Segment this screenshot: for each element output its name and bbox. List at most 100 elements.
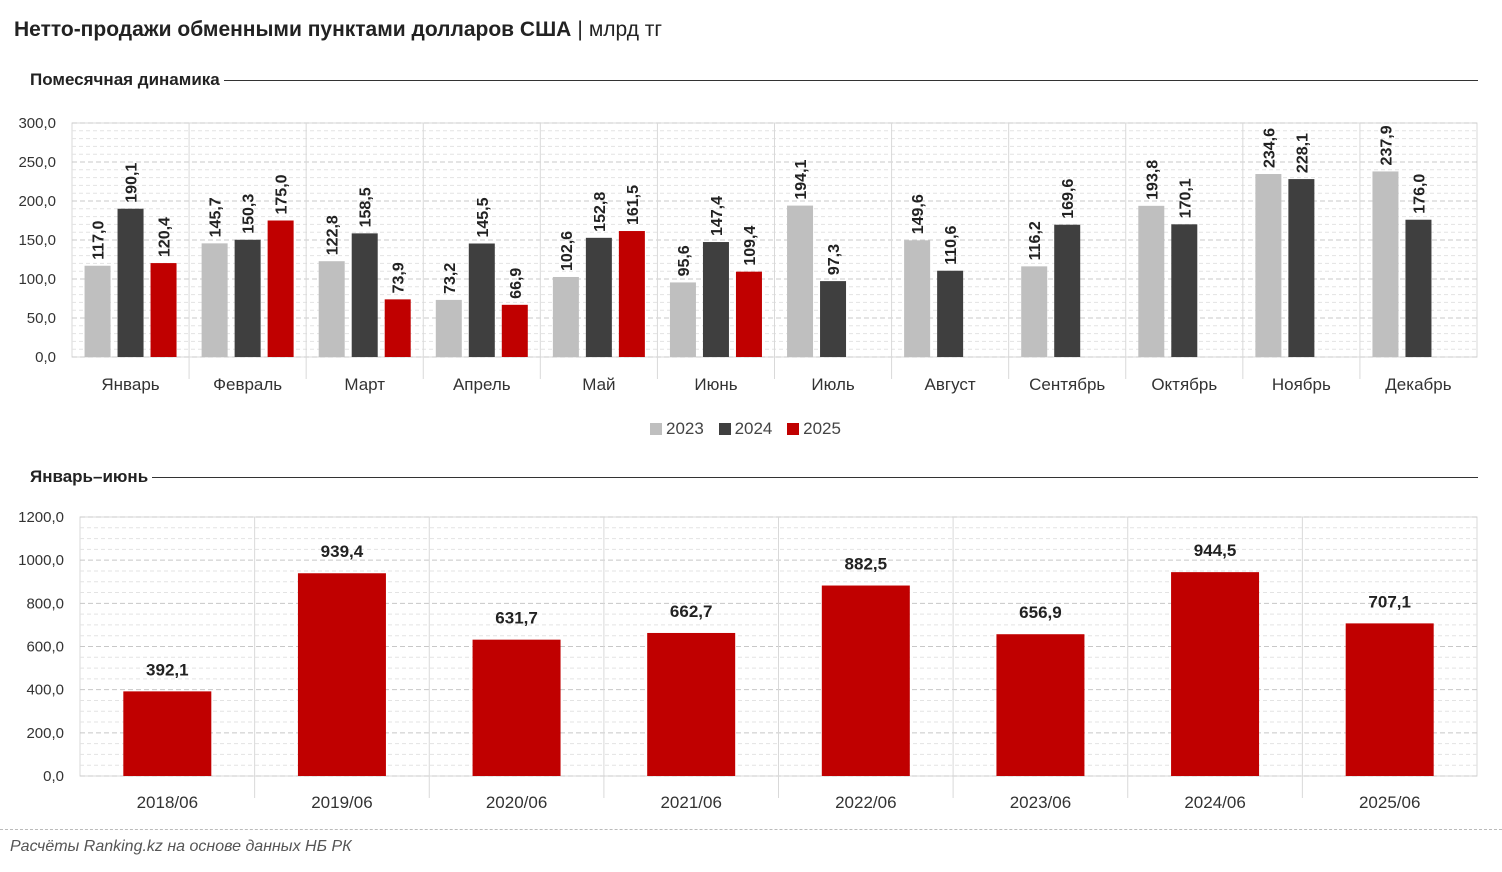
monthly-data-label-2023: 234,6 [1261,128,1278,168]
source-divider [0,829,1502,830]
monthly-bar-2023 [904,240,931,357]
monthly-y-tick-label: 300,0 [18,115,56,132]
monthly-data-label-2025: 109,4 [742,226,759,266]
halfyear-x-tick-label: 2022/06 [835,793,896,812]
halfyear-bar [472,639,561,776]
legend-item-2025: 2025 [787,419,841,439]
monthly-data-label-2025: 73,9 [391,262,408,293]
monthly-bar-2024 [702,242,729,357]
halfyear-y-tick-label: 600,0 [26,639,64,656]
monthly-data-label-2023: 117,0 [91,220,108,259]
monthly-bar-2023 [201,243,228,357]
monthly-bar-2023 [1138,205,1165,357]
monthly-x-tick-label: Октябрь [1151,375,1217,394]
halfyear-bar [821,585,910,776]
monthly-data-label-2023: 102,6 [559,231,576,271]
monthly-data-label-2025: 120,4 [157,217,174,257]
monthly-x-tick-label: Июнь [694,375,737,394]
monthly-data-label-2023: 95,6 [676,245,693,276]
monthly-bar-2025 [501,304,528,357]
legend-label-2024: 2024 [734,419,773,438]
monthly-y-tick-label: 200,0 [18,193,56,210]
halfyear-data-label: 656,9 [1019,603,1062,622]
monthly-bar-2024 [117,208,144,357]
legend-swatch-2024 [718,423,731,435]
monthly-data-label-2023: 145,7 [208,197,225,237]
monthly-data-label-2025: 161,5 [625,185,642,225]
halfyear-data-label: 882,5 [845,555,888,574]
monthly-x-tick-label: Сентябрь [1029,375,1105,394]
halfyear-y-tick-label: 0,0 [43,768,64,785]
monthly-data-label-2024: 228,1 [1294,133,1311,173]
halfyear-section-rule [30,477,1478,478]
monthly-bar-2024 [1405,219,1432,357]
monthly-data-label-2024: 110,6 [943,225,960,264]
legend-item-2024: 2024 [718,419,773,439]
monthly-bar-2023 [787,205,814,357]
monthly-bar-2023 [84,265,111,357]
monthly-y-tick-label: 250,0 [18,154,56,171]
monthly-data-label-2024: 152,8 [592,192,609,232]
monthly-x-tick-label: Февраль [213,375,282,394]
monthly-data-label-2025: 175,0 [274,174,291,214]
monthly-bar-2024 [585,237,612,357]
monthly-data-label-2023: 73,2 [442,263,459,294]
monthly-section-title: Помесячная динамика [30,70,224,90]
monthly-x-tick-label: Июль [811,375,855,394]
monthly-data-label-2024: 176,0 [1411,174,1428,214]
monthly-bar-2024 [351,233,378,357]
halfyear-bar [1171,572,1260,776]
halfyear-y-tick-label: 400,0 [26,682,64,699]
chart-title: Нетто-продажи обменными пунктами долларо… [14,18,662,42]
monthly-bar-2024 [937,270,964,357]
halfyear-y-tick-label: 1200,0 [18,509,64,526]
halfyear-section-title: Январь–июнь [30,467,153,487]
monthly-x-tick-label: Ноябрь [1272,375,1331,394]
monthly-x-tick-label: Август [925,375,976,394]
monthly-bar-2024 [1054,224,1081,357]
halfyear-y-tick-label: 200,0 [26,725,64,742]
halfyear-data-label: 662,7 [670,602,713,621]
monthly-bar-2025 [618,231,645,357]
monthly-data-label-2023: 193,8 [1144,160,1161,200]
monthly-data-label-2023: 194,1 [793,159,810,199]
title-unit: млрд тг [588,18,663,41]
monthly-bar-2024 [820,281,847,357]
legend-item-2023: 2023 [650,419,704,439]
monthly-data-label-2024: 97,3 [826,244,843,275]
monthly-bar-2025 [150,263,177,357]
monthly-data-label-2024: 170,1 [1177,178,1194,218]
legend-swatch-2023 [650,423,662,435]
legend-swatch-2025 [787,423,800,435]
halfyear-bar [1345,623,1434,776]
halfyear-x-tick-label: 2025/06 [1359,793,1420,812]
monthly-bar-2023 [435,299,462,357]
halfyear-data-label: 392,1 [146,660,189,679]
monthly-bar-2023 [552,276,579,357]
monthly-x-tick-label: Январь [101,375,159,394]
monthly-bar-2023 [318,261,345,357]
monthly-bar-2025 [735,271,762,357]
halfyear-data-label: 939,4 [321,542,364,561]
monthly-x-tick-label: Март [344,375,385,394]
halfyear-bar [123,691,212,776]
halfyear-bar [647,632,736,776]
monthly-y-tick-label: 50,0 [27,310,56,327]
monthly-x-tick-label: Декабрь [1385,375,1451,394]
monthly-bar-2023 [1372,171,1399,357]
halfyear-bar [297,573,386,776]
monthly-data-label-2024: 169,6 [1060,179,1077,219]
halfyear-x-tick-label: 2020/06 [486,793,547,812]
halfyear-x-tick-label: 2023/06 [1010,793,1071,812]
monthly-x-tick-label: Апрель [453,375,511,394]
monthly-data-label-2024: 145,5 [475,197,492,237]
monthly-bar-2024 [1171,224,1198,357]
monthly-x-tick-label: Май [582,375,615,394]
title-text: Нетто-продажи обменными пунктами долларо… [14,18,572,41]
legend: 2023 2024 2025 [650,419,851,439]
monthly-data-label-2024: 190,1 [124,163,141,203]
monthly-bar-2024 [234,239,261,357]
halfyear-data-label: 944,5 [1194,541,1237,560]
halfyear-x-tick-label: 2024/06 [1184,793,1245,812]
